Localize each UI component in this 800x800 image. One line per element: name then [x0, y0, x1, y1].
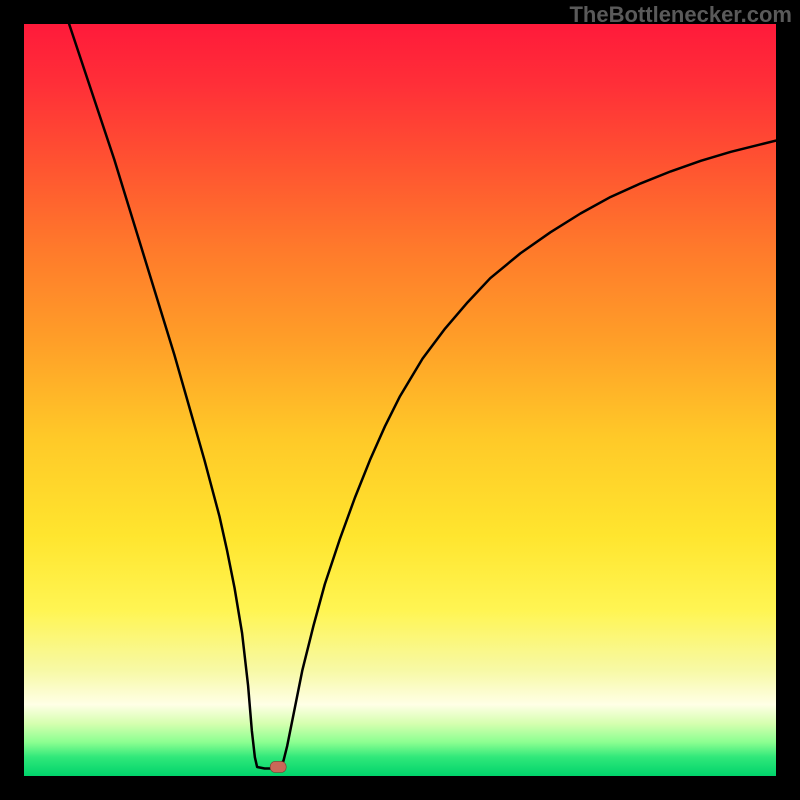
optimum-marker — [270, 761, 286, 772]
watermark-text: TheBottlenecker.com — [569, 2, 792, 28]
gradient-background — [24, 24, 776, 776]
plot-area — [24, 24, 776, 776]
